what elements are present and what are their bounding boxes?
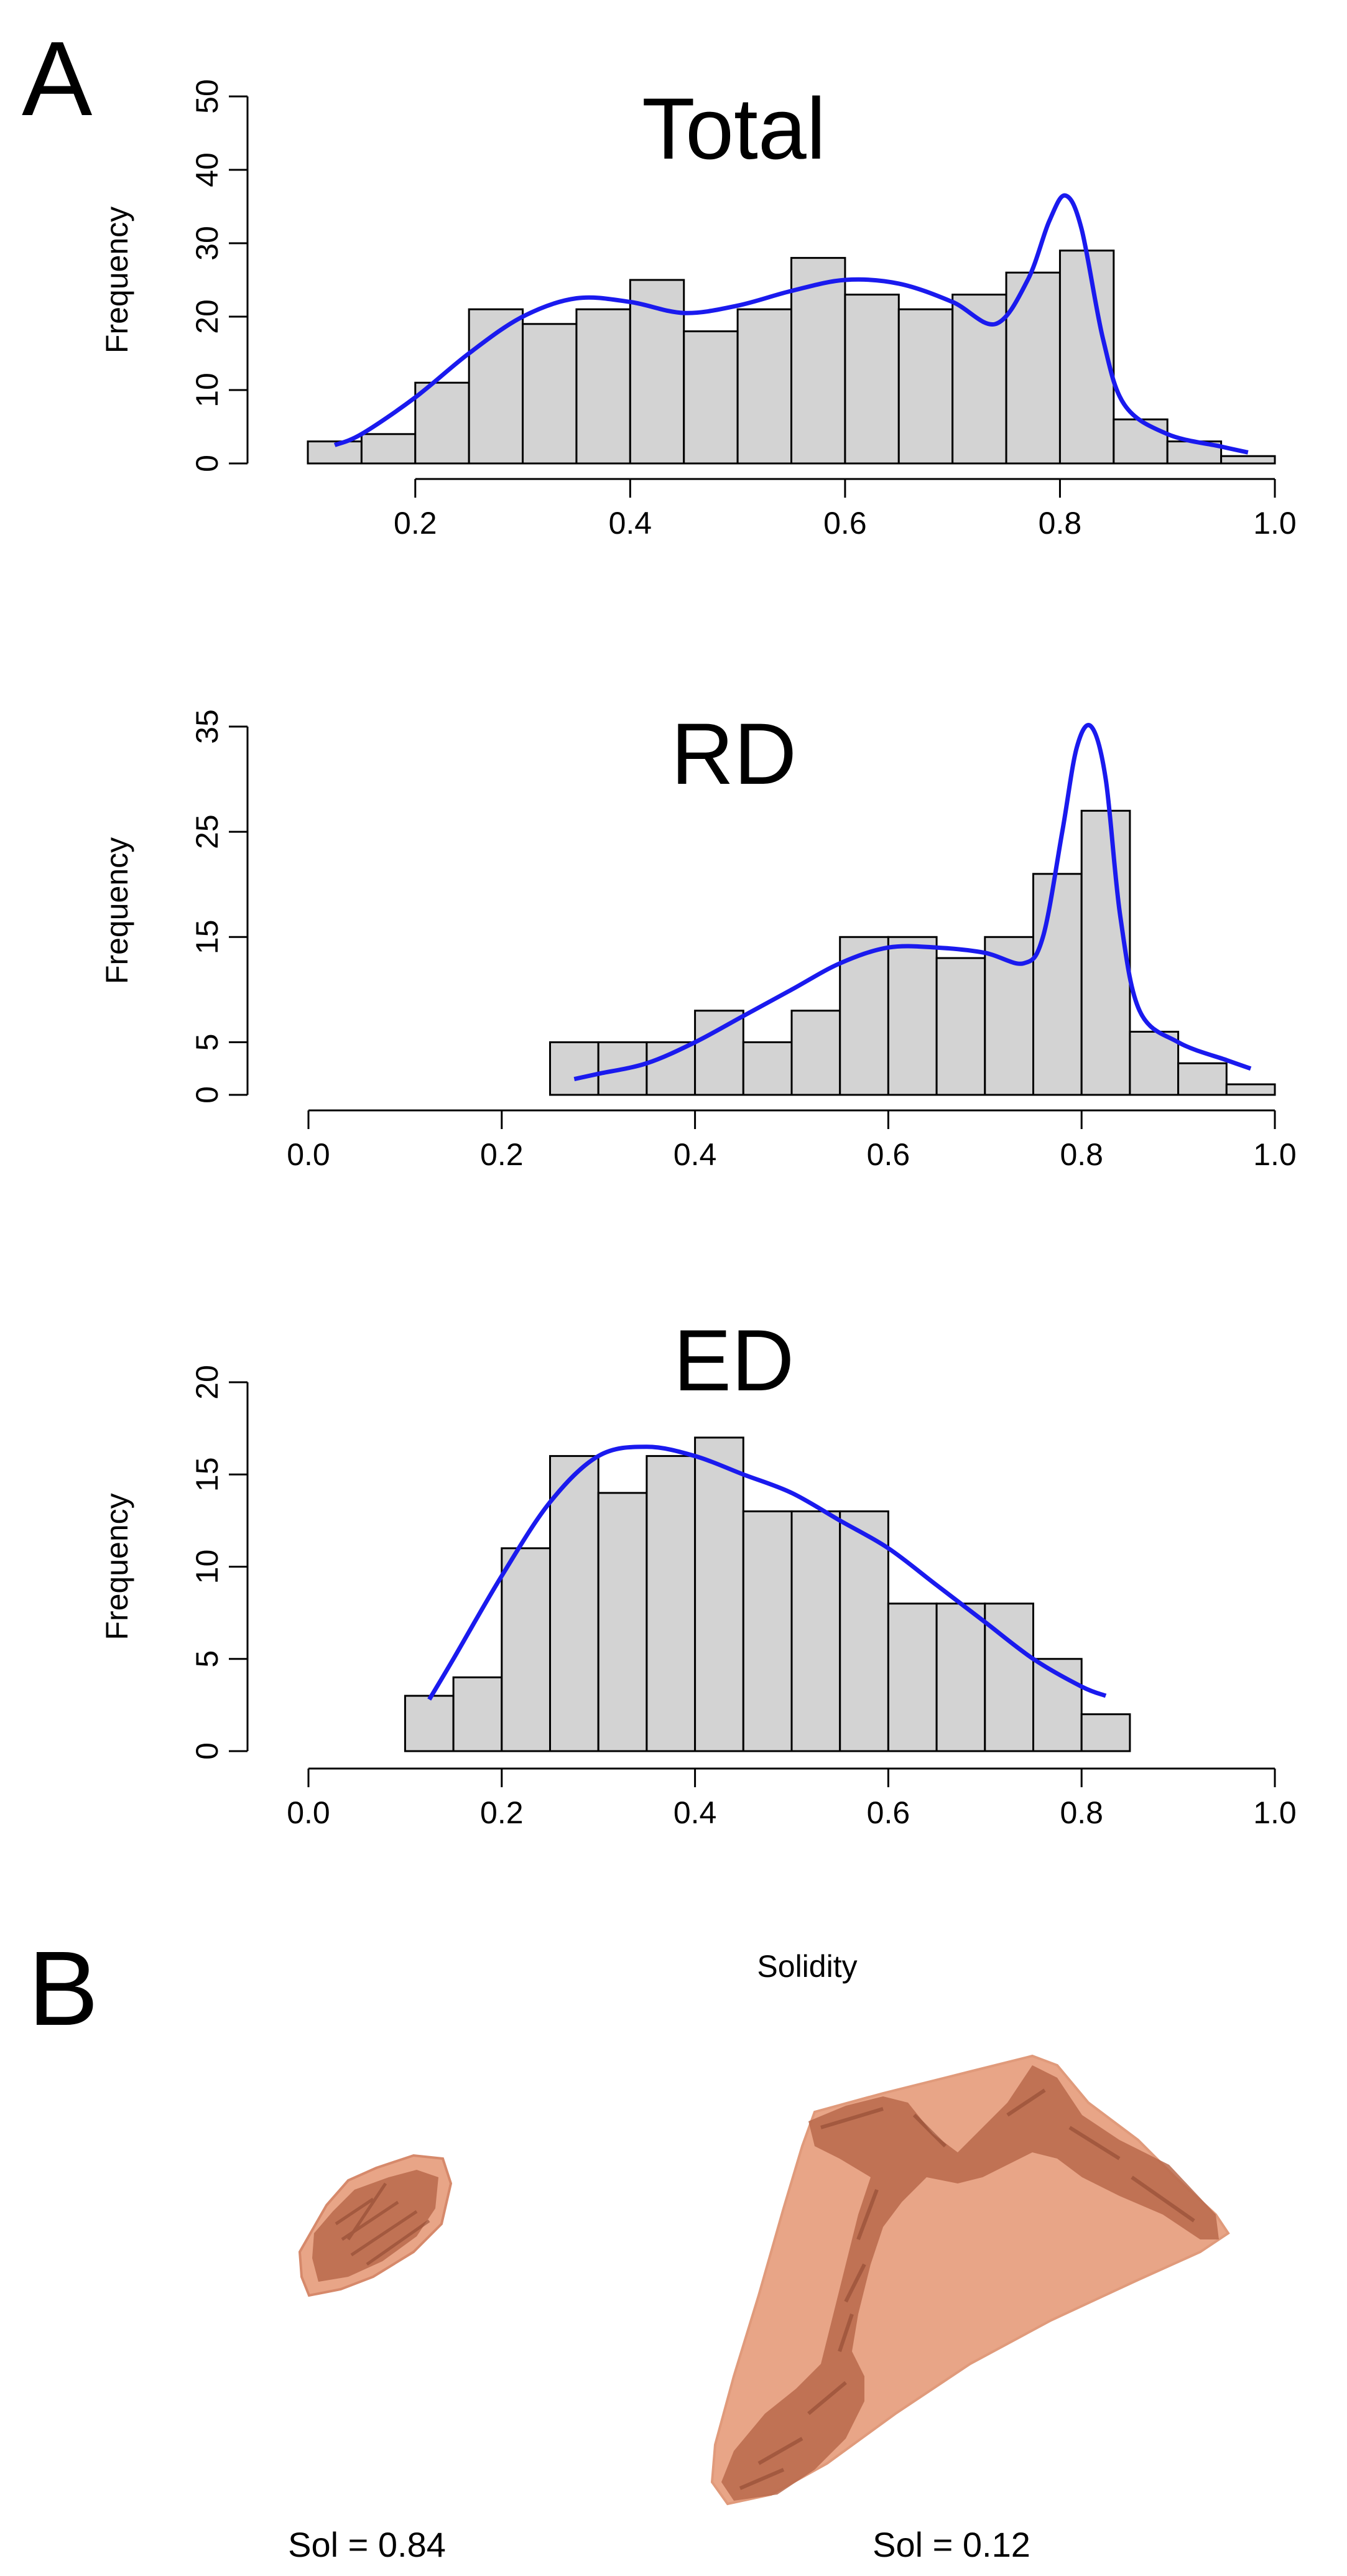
histogram-bar: [742, 1510, 793, 1752]
y-tick-label: 20: [190, 1365, 224, 1400]
x-tick-label: 0.6: [867, 1137, 910, 1172]
histogram-bar: [501, 1547, 551, 1752]
histogram-bar: [646, 1041, 697, 1096]
histogram-bar: [1032, 873, 1083, 1096]
chart-title: Total: [642, 80, 826, 177]
histogram-bar: [1113, 418, 1169, 465]
histogram-bar: [839, 1510, 889, 1752]
x-tick-label: 0.6: [823, 506, 867, 541]
y-tick-label: 5: [190, 1034, 224, 1051]
histogram-bar: [694, 1436, 744, 1752]
y-tick-label: 10: [190, 373, 224, 407]
shape-elongated-object: [721, 2065, 1219, 2501]
y-tick-label: 5: [190, 1650, 224, 1668]
x-tick-label: 1.0: [1253, 1795, 1297, 1830]
x-tick-label: 1.0: [1253, 1137, 1297, 1172]
x-tick-label: 0.4: [609, 506, 652, 541]
y-tick-label: 0: [190, 455, 224, 472]
density-curve: [333, 193, 1249, 455]
histogram-bar: [1080, 1713, 1131, 1752]
chart-title: RD: [671, 705, 797, 802]
histogram-bar: [360, 433, 417, 465]
y-axis-label: Frequency: [100, 207, 134, 353]
x-tick-label: 0.2: [480, 1137, 524, 1172]
histogram-bar: [597, 1492, 648, 1752]
y-tick-label: 15: [190, 1457, 224, 1492]
y-tick-label: 0: [190, 1086, 224, 1104]
y-tick-label: 35: [190, 709, 224, 744]
histogram-bar: [736, 308, 792, 465]
y-tick-label: 20: [190, 299, 224, 334]
shape-elongated: [710, 2054, 1230, 2506]
shape-compact-object: [312, 2170, 438, 2282]
x-tick-label: 0.4: [673, 1137, 717, 1172]
histogram-bar: [1129, 1031, 1180, 1096]
y-axis-label: Frequency: [100, 837, 134, 984]
x-tick-label: 0.2: [480, 1795, 524, 1830]
histogram-bar: [549, 1455, 599, 1752]
histogram-bar: [549, 1041, 599, 1096]
histogram-bar: [887, 936, 938, 1096]
histogram-bar: [452, 1676, 503, 1752]
histogram-bar: [522, 323, 578, 465]
y-tick-label: 15: [190, 919, 224, 954]
histogram-total: Total Frequency 0 10 20 30 40 50 0.2 0.4 0.6 0.8 1.0: [100, 79, 1297, 541]
x-tick-label: 0.8: [1039, 506, 1082, 541]
x-tick-label: 0.8: [1060, 1795, 1103, 1830]
histogram-bar: [683, 330, 739, 465]
histogram-bar: [887, 1602, 938, 1752]
histogram-bar: [1058, 249, 1115, 465]
histogram-bar: [935, 957, 986, 1096]
y-tick-label: 10: [190, 1550, 224, 1584]
histogram-bar: [1225, 1083, 1276, 1096]
histogram-rd: RD Frequency 0 5 15 25 35 0.0 0.2 0.4 0.6 0.8 1.0: [100, 705, 1297, 1172]
histogram-bar: [839, 936, 889, 1096]
panel-b-label: B: [28, 1930, 98, 2048]
histogram-bar: [1220, 455, 1276, 465]
y-tick-label: 25: [190, 814, 224, 849]
shape-compact-label: Sol = 0.84: [288, 2525, 446, 2564]
x-tick-label: 0.0: [287, 1137, 330, 1172]
histogram-bar: [790, 1510, 841, 1752]
histogram-bar: [404, 1695, 455, 1752]
histogram-bar: [1177, 1062, 1228, 1096]
chart-title: ED: [673, 1311, 794, 1409]
shape-compact-texture: [335, 2182, 430, 2266]
y-tick-label: 40: [190, 152, 224, 187]
x-tick-label: 0.4: [673, 1795, 717, 1830]
y-tick-label: 0: [190, 1742, 224, 1760]
x-tick-label: 0.6: [867, 1795, 910, 1830]
histogram-bar: [646, 1455, 697, 1752]
x-axis-label: Solidity: [757, 1949, 857, 1984]
histogram-ed: ED Frequency 0 5 10 15 20 0.0 0.2 0.4 0.6 0.8 1.0: [100, 1311, 1297, 1830]
histogram-bar: [935, 1602, 986, 1752]
shape-compact: [298, 2154, 453, 2297]
shape-elongated-label: Sol = 0.12: [873, 2525, 1030, 2564]
shape-elongated-texture: [739, 2088, 1195, 2490]
y-axis-label: Frequency: [100, 1493, 134, 1640]
density-curve: [427, 1444, 1107, 1701]
density-curve: [573, 723, 1252, 1082]
histogram-bar: [844, 294, 900, 465]
histogram-bar: [414, 381, 470, 465]
histogram-bar: [742, 1041, 793, 1096]
y-tick-label: 30: [190, 226, 224, 261]
panel-a-label: A: [22, 20, 93, 138]
histogram-bar: [694, 1010, 744, 1096]
x-tick-label: 1.0: [1253, 506, 1297, 541]
histogram-bar: [897, 308, 954, 465]
y-tick-label: 50: [190, 79, 224, 114]
histogram-bar: [790, 1010, 841, 1096]
histogram-bar: [1080, 809, 1131, 1096]
x-tick-label: 0.8: [1060, 1137, 1103, 1172]
x-tick-label: 0.2: [394, 506, 437, 541]
x-tick-label: 0.0: [287, 1795, 330, 1830]
histogram-bar: [575, 308, 631, 465]
